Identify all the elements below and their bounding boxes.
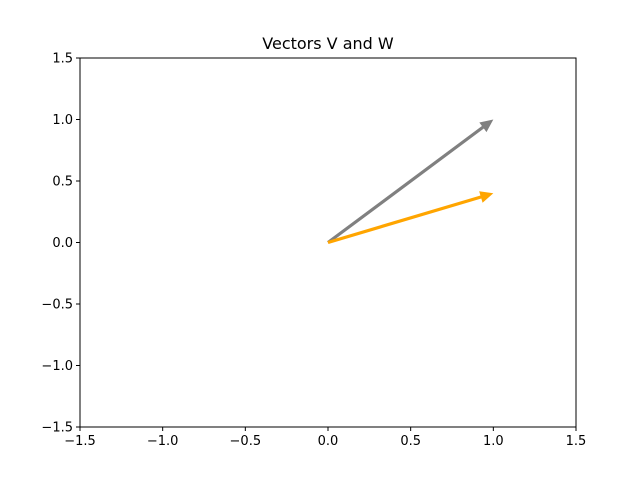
vector-arrow-2 xyxy=(327,191,494,245)
x-tick-label: 0.5 xyxy=(400,434,421,449)
y-tick-label: 0.5 xyxy=(52,175,73,190)
y-tick-label: 0.0 xyxy=(52,236,73,251)
vectors-layer xyxy=(327,119,494,245)
x-tick-label: −1.0 xyxy=(147,434,179,449)
vector-arrow-1 xyxy=(327,119,494,244)
chart-title: Vectors V and W xyxy=(262,34,394,53)
y-tick-label: 1.0 xyxy=(52,113,73,128)
y-tick-label: −1.5 xyxy=(41,421,73,436)
axes-ticks: −1.5 −1.0 −0.5 0.0 0.5 1.0 1.5 −1.5 −1.0 −0.5 0.0 0… xyxy=(41,52,586,450)
x-tick-label: −0.5 xyxy=(230,434,262,449)
x-tick-label: 0.0 xyxy=(318,434,339,449)
y-tick-label: −1.0 xyxy=(41,359,73,374)
y-tick-label: 1.5 xyxy=(52,52,73,67)
x-tick-label: 1.0 xyxy=(483,434,504,449)
x-tick-label: 1.5 xyxy=(566,434,587,449)
x-tick-label: −1.5 xyxy=(64,434,96,449)
y-tick-label: −0.5 xyxy=(41,298,73,313)
